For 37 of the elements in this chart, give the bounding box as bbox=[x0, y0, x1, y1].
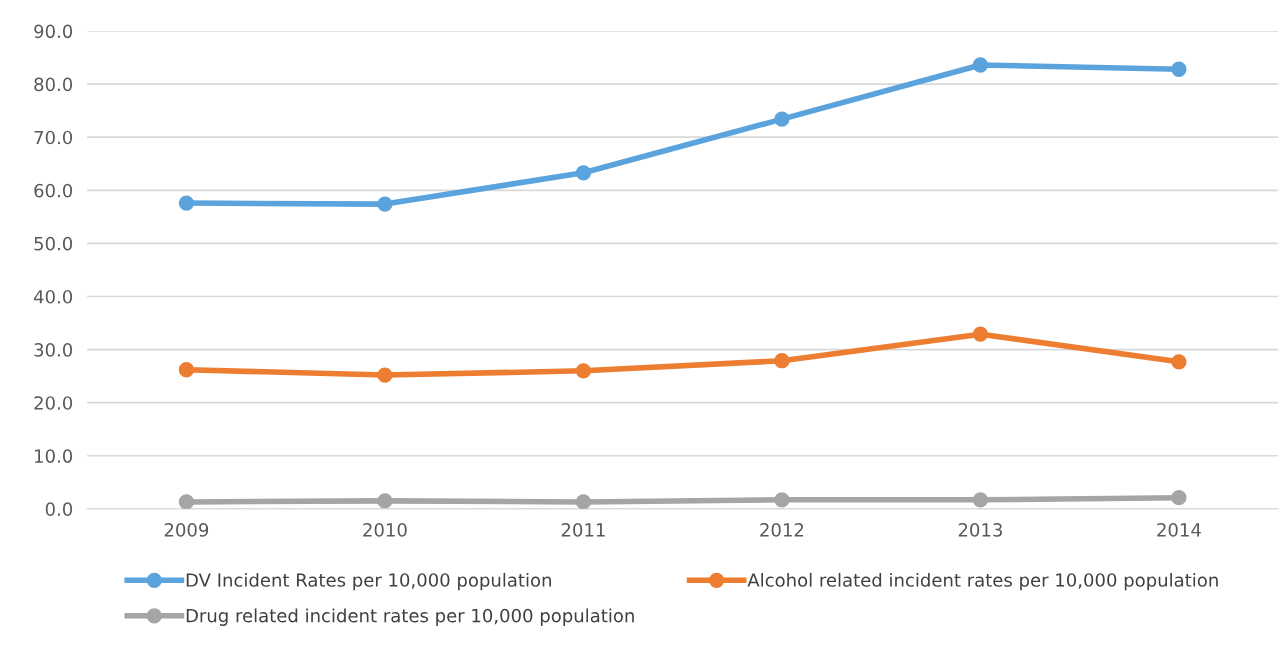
point bbox=[178, 195, 195, 211]
x-tick-label: 2012 bbox=[760, 523, 804, 537]
y-tick-label: 40.0 bbox=[33, 289, 73, 304]
y-tick-label: 50.0 bbox=[34, 236, 73, 251]
x-tick-label: 2013 bbox=[958, 523, 1002, 537]
y-tick-label: 70.0 bbox=[34, 130, 73, 145]
y-tick-label: 90.0 bbox=[34, 24, 73, 39]
point bbox=[377, 367, 393, 383]
point bbox=[575, 363, 592, 379]
x-tick-label: 2014 bbox=[1157, 523, 1201, 537]
point bbox=[774, 111, 790, 127]
y-tick-label: 20.0 bbox=[34, 396, 73, 410]
y-tick-label: 30.0 bbox=[34, 343, 73, 357]
point bbox=[774, 492, 790, 508]
x-tick-label: 2009 bbox=[164, 523, 209, 537]
point bbox=[1171, 61, 1187, 77]
point bbox=[575, 165, 592, 181]
point bbox=[774, 353, 790, 369]
legend-label: Drug related incident rates per 10,000 population bbox=[186, 608, 634, 626]
y-tick-label: 60.0 bbox=[34, 183, 73, 198]
y-tick-label: 0.0 bbox=[45, 502, 73, 516]
point bbox=[178, 362, 195, 378]
point bbox=[972, 57, 989, 73]
legend-label: DV Incident Rates per 10,000 population bbox=[186, 572, 551, 591]
point bbox=[972, 326, 989, 342]
x-tick-label: 2010 bbox=[363, 523, 407, 537]
point bbox=[575, 494, 592, 509]
point bbox=[178, 494, 195, 509]
point bbox=[1171, 354, 1187, 370]
point bbox=[377, 196, 393, 212]
y-tick-label: 80.0 bbox=[34, 77, 73, 92]
point bbox=[377, 493, 393, 509]
point bbox=[972, 492, 989, 508]
y-tick-label: 10.0 bbox=[35, 449, 73, 463]
point bbox=[1171, 490, 1187, 506]
legend-label: Alcohol related incident rates per 10,000 population bbox=[747, 572, 1218, 591]
x-tick-label: 2011 bbox=[561, 523, 605, 537]
